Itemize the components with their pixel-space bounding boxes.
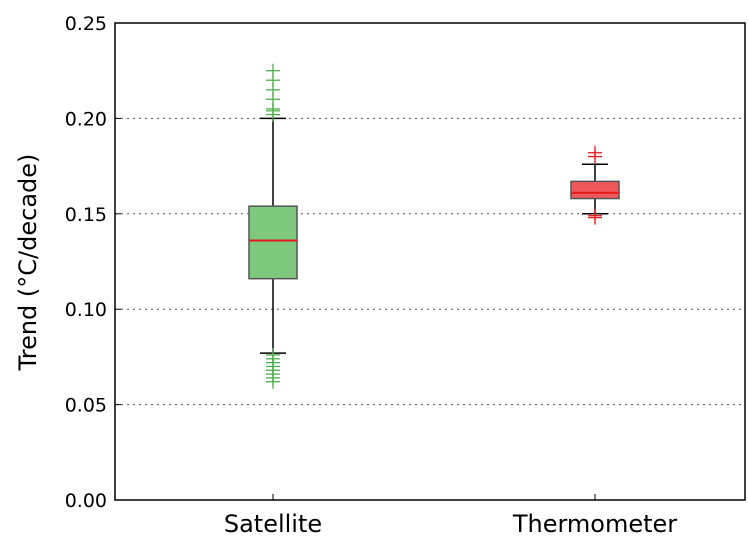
y-axis-ticks: 0.00 0.05 0.10 0.15 0.20 0.25 (65, 13, 121, 512)
plot-frame (114, 22, 746, 501)
y-tick-label: 0.00 (65, 490, 107, 512)
outlier-point (588, 208, 602, 223)
y-tick-label: 0.10 (65, 299, 107, 321)
y-axis-title: Trend (°C/decade) (14, 154, 42, 372)
outlier-point (266, 347, 280, 362)
x-tick-label-satellite: Satellite (224, 510, 322, 537)
box-satellite (248, 63, 298, 389)
y-tick-label: 0.15 (65, 204, 107, 226)
y-tick-label: 0.25 (65, 13, 107, 35)
x-axis-tick-labels: Satellite Thermometer (224, 494, 677, 537)
box-series (248, 63, 620, 389)
outlier-point (266, 63, 280, 78)
grid-lines (115, 117, 745, 406)
iqr-box (248, 205, 298, 280)
y-tick-label: 0.20 (65, 108, 107, 130)
iqr-box (570, 180, 620, 200)
box-thermometer (570, 145, 620, 225)
y-tick-label: 0.05 (65, 395, 107, 417)
outlier-point (588, 145, 602, 160)
x-tick-label-thermometer: Thermometer (512, 510, 677, 537)
